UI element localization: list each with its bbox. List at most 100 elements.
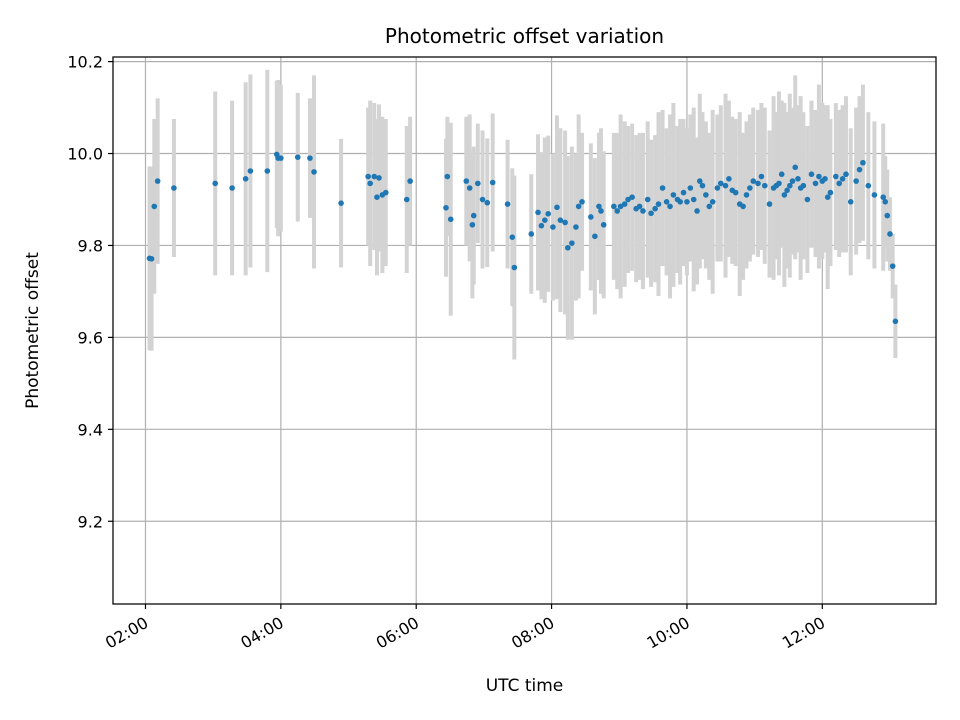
data-point xyxy=(684,198,690,205)
data-point xyxy=(778,171,785,178)
data-point xyxy=(847,198,854,205)
data-point xyxy=(822,176,828,182)
data-point xyxy=(376,175,382,181)
data-point xyxy=(229,185,235,191)
data-point xyxy=(470,212,477,219)
data-point xyxy=(892,318,899,325)
data-point xyxy=(443,204,449,211)
data-point xyxy=(588,214,594,220)
data-point xyxy=(625,196,631,203)
data-point xyxy=(804,196,811,203)
data-point xyxy=(311,169,317,175)
data-point xyxy=(504,201,511,207)
data-point xyxy=(706,203,713,210)
data-point xyxy=(596,203,602,210)
chart-title: Photometric offset variation xyxy=(385,24,664,48)
data-point xyxy=(776,180,782,187)
data-point xyxy=(750,178,757,184)
y-tick-label: 10.2 xyxy=(67,53,103,72)
data-point xyxy=(833,173,839,180)
data-point xyxy=(611,203,617,210)
data-point xyxy=(600,221,607,228)
data-point xyxy=(444,173,451,180)
data-point xyxy=(680,189,687,196)
data-point xyxy=(714,185,721,191)
data-point xyxy=(880,194,887,200)
data-point xyxy=(816,173,822,180)
data-point xyxy=(617,203,624,210)
data-point xyxy=(278,155,284,161)
data-point xyxy=(479,196,486,203)
data-point xyxy=(677,198,683,205)
data-point xyxy=(365,173,371,180)
data-point xyxy=(562,219,568,226)
data-point xyxy=(709,198,716,205)
data-point xyxy=(836,180,843,187)
data-point xyxy=(808,171,815,178)
y-axis-label: Photometric offset xyxy=(23,252,43,409)
data-point xyxy=(781,192,788,198)
data-point xyxy=(884,212,891,219)
data-point xyxy=(535,209,541,216)
data-point xyxy=(511,264,518,271)
data-point xyxy=(726,176,732,182)
data-point xyxy=(565,244,571,251)
data-point xyxy=(489,179,496,186)
data-point xyxy=(382,189,389,196)
data-point xyxy=(509,234,516,240)
data-point xyxy=(367,180,373,187)
data-point xyxy=(579,198,585,205)
data-point xyxy=(732,189,739,196)
data-point xyxy=(528,231,535,237)
data-point xyxy=(740,203,746,210)
data-point xyxy=(307,155,313,161)
data-point xyxy=(542,217,548,223)
data-point xyxy=(717,180,724,187)
data-point xyxy=(538,222,545,229)
data-point xyxy=(865,182,872,189)
y-tick-label: 9.6 xyxy=(78,328,103,347)
data-point xyxy=(853,178,859,184)
data-point xyxy=(592,233,598,240)
data-point xyxy=(644,196,651,203)
data-point xyxy=(690,196,697,203)
data-point xyxy=(789,178,796,184)
data-point xyxy=(463,178,470,184)
data-point xyxy=(659,185,666,191)
data-point xyxy=(640,208,646,214)
data-point xyxy=(469,221,476,228)
data-point xyxy=(743,192,750,198)
data-point xyxy=(148,255,155,262)
data-point xyxy=(294,154,301,161)
data-point xyxy=(670,192,677,198)
data-point xyxy=(856,166,863,173)
y-tick-label: 10.0 xyxy=(67,145,103,164)
data-point xyxy=(550,224,556,230)
data-point xyxy=(784,187,790,194)
y-tick-label: 9.8 xyxy=(78,236,103,255)
data-point xyxy=(374,194,380,200)
data-point xyxy=(614,208,621,214)
data-point xyxy=(787,182,793,189)
data-point xyxy=(667,203,673,210)
data-point xyxy=(629,194,635,200)
plot-frame xyxy=(112,56,937,605)
data-point xyxy=(652,205,658,212)
x-axis-label: UTC time xyxy=(486,676,564,696)
data-point xyxy=(484,199,491,206)
data-point xyxy=(694,208,700,214)
data-point xyxy=(621,201,628,207)
data-point xyxy=(839,176,846,182)
data-point xyxy=(887,231,893,237)
point-series xyxy=(146,151,899,325)
data-point xyxy=(212,180,218,187)
data-point xyxy=(264,168,271,174)
data-point xyxy=(154,178,161,184)
data-point xyxy=(407,178,413,184)
data-point xyxy=(889,263,896,269)
data-point xyxy=(371,173,378,180)
data-point xyxy=(151,203,158,210)
data-point xyxy=(882,198,889,205)
